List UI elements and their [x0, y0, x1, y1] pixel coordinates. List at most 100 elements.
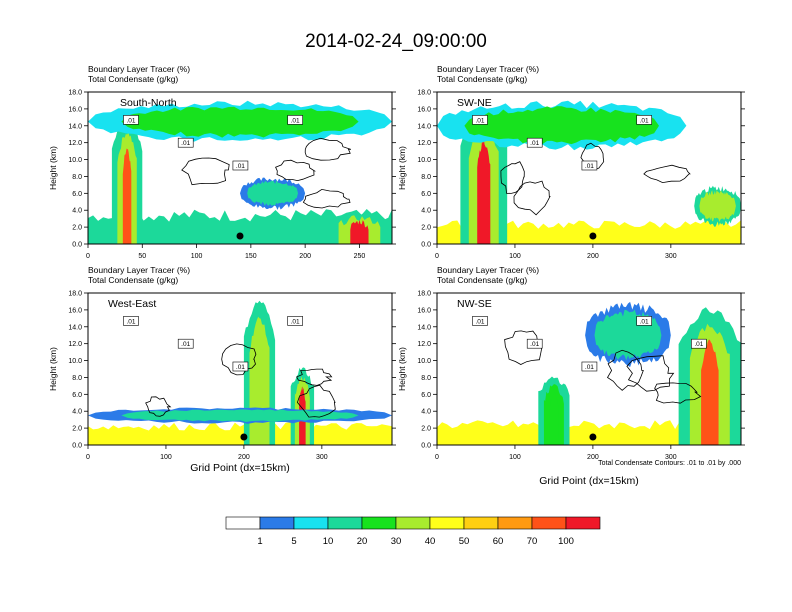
- panel-3-ytick-label: 0.0: [72, 443, 82, 450]
- panel-1-region-5-1: [247, 180, 298, 206]
- panel-2-title-line: Boundary Layer Tracer (%): [437, 64, 539, 74]
- panel-2-frame: [436, 91, 742, 245]
- panel-3-ytick-label: 14.0: [68, 324, 82, 331]
- panel-3-xtick-label: 100: [160, 454, 172, 461]
- colorbar-swatch-0: [225, 516, 261, 530]
- panel-4-contour-label-box: [636, 316, 652, 326]
- panel-4-contour-label: .01: [530, 341, 539, 348]
- panel-3-ytick-label: 10.0: [68, 358, 82, 365]
- panel-4-column-2-2: [701, 339, 719, 445]
- panel-2-contour-label-box: [581, 160, 598, 171]
- panel-4-ytick-label: 18.0: [417, 291, 431, 298]
- panel-1-ylabel: Height (km): [48, 146, 58, 190]
- panel-1-title-line: Total Condensate (g/kg): [88, 74, 178, 84]
- panel-1-ytick-label: 14.0: [68, 123, 82, 130]
- panel-1-contour-label-box: [232, 160, 249, 171]
- panel-1-field: .01 .01 .01 .01: [88, 100, 392, 244]
- panel-2-contour-label: .01: [640, 117, 649, 124]
- panel-2-contour-label-box: [636, 115, 652, 125]
- panel-1-contour: [181, 157, 230, 186]
- panel-3-layer-1: [88, 422, 392, 445]
- panel-3-field: .01 .01 .01 .01: [88, 300, 392, 445]
- panel-4-footnote: Total Condensate Contours: .01 to .01 by…: [598, 460, 741, 467]
- panel-3-xtick-label: 300: [316, 454, 328, 461]
- panel-1-column-6-2: [350, 220, 369, 244]
- panel-2-contour: [580, 142, 605, 170]
- panel-2-ytick-label: 8.0: [421, 174, 431, 181]
- panel-1-ytick-label: 2.0: [72, 225, 82, 232]
- colorbar-label: 20: [357, 536, 368, 547]
- panel-4-contour-label-box: [472, 316, 488, 326]
- panel-2-contour: [643, 164, 691, 184]
- panel-4-xtick-label: 200: [587, 454, 599, 461]
- panel-2-ytick-label: 18.0: [417, 90, 431, 97]
- panel-2-title-line: Total Condensate (g/kg): [437, 74, 527, 84]
- panel-4-ytick-label: 6.0: [421, 392, 431, 399]
- panel-3-contour-label: .01: [181, 341, 190, 348]
- panel-4-xlabel: Grid Point (dx=15km): [539, 475, 639, 487]
- panel-2-contour-label: .01: [475, 117, 484, 124]
- panel-1-ytick-label: 6.0: [72, 191, 82, 198]
- panel-1-contour: [275, 159, 316, 182]
- panel-1-ytick-label: 16.0: [68, 106, 82, 113]
- panel-2-label: SW-NE: [457, 97, 492, 109]
- panel-3-contour-label: .01: [236, 364, 245, 371]
- panel-2-location-marker: [589, 232, 597, 240]
- panel-4-frame: [436, 292, 742, 446]
- panel-2-ytick-label: 0.0: [421, 242, 431, 249]
- panel-1-contour: [302, 188, 351, 209]
- panel-3-ylabel: Height (km): [48, 347, 58, 391]
- panel-2-ytick-label: 2.0: [421, 225, 431, 232]
- panel-3-contour-label-box: [287, 316, 303, 326]
- panel-4-contour-label-box: [691, 338, 707, 349]
- panel-2-ytick-label: 10.0: [417, 157, 431, 164]
- panel-3-contour-label-box: [123, 316, 139, 326]
- panel-3-ytick-label: 8.0: [72, 375, 82, 382]
- panel-1-contour: [304, 137, 352, 161]
- panel-4-layer-1: [437, 420, 741, 445]
- panel-2-contour: [513, 180, 551, 216]
- panel-1-title-line: Boundary Layer Tracer (%): [88, 64, 190, 74]
- panel-2-ytick-label: 14.0: [417, 123, 431, 130]
- panel-1-ytick-label: 8.0: [72, 174, 82, 181]
- panel-3-title-line: Total Condensate (g/kg): [88, 275, 178, 285]
- panel-4-xtick-label: 0: [435, 454, 439, 461]
- panel-4-ytick-label: 0.0: [421, 443, 431, 450]
- panel-2-field: .01 .01 .01 .01: [437, 100, 741, 244]
- panel-4-contour-label: .01: [585, 364, 594, 371]
- panel-3-contour-label-box: [177, 338, 194, 349]
- panel-4-title-line: Boundary Layer Tracer (%): [437, 265, 539, 275]
- panel-2-xtick-label: 200: [587, 253, 599, 260]
- panel-4-field: .01 .01 .01 .01 .01: [437, 301, 741, 445]
- panel-1-frame: [87, 91, 393, 245]
- colorbar-swatch-4: [361, 516, 397, 530]
- colorbar-label: 10: [323, 536, 334, 547]
- panel-3-contour: [221, 343, 257, 376]
- colorbar-swatch-8: [497, 516, 533, 530]
- panel-4-label: NW-SE: [457, 298, 492, 310]
- colorbar-swatch-9: [531, 516, 567, 530]
- colorbar-label: 100: [558, 536, 574, 547]
- panel-2-contour-label-box: [526, 137, 543, 148]
- panel-3-ytick-label: 4.0: [72, 409, 82, 416]
- panel-3-ytick-label: 16.0: [68, 307, 82, 314]
- panel-3-title-line: Boundary Layer Tracer (%): [88, 265, 190, 275]
- panel-4-xtick-label: 300: [665, 454, 677, 461]
- panel-3-ytick-label: 18.0: [68, 291, 82, 298]
- panel-1-ytick-label: 12.0: [68, 140, 82, 147]
- panel-4-ytick-label: 8.0: [421, 375, 431, 382]
- panel-2-contour-label: .01: [585, 163, 594, 170]
- panel-2-xtick-label: 100: [509, 253, 521, 260]
- panel-2-region-3-1: [464, 106, 659, 145]
- panel-4-contour-label-box: [526, 338, 543, 349]
- panel-4-ytick-label: 16.0: [417, 307, 431, 314]
- panel-3-xtick-label: 0: [86, 454, 90, 461]
- panel-4-column-4-2: [549, 391, 559, 445]
- colorbar-label: 30: [391, 536, 402, 547]
- colorbar-label: 40: [425, 536, 436, 547]
- panel-2-contour-label-box: [472, 115, 488, 125]
- panel-2-ytick-label: 12.0: [417, 140, 431, 147]
- panel-1-xtick-label: 250: [354, 253, 366, 260]
- panel-4-xtick-label: 100: [509, 454, 521, 461]
- panel-1-ytick-label: 0.0: [72, 242, 82, 249]
